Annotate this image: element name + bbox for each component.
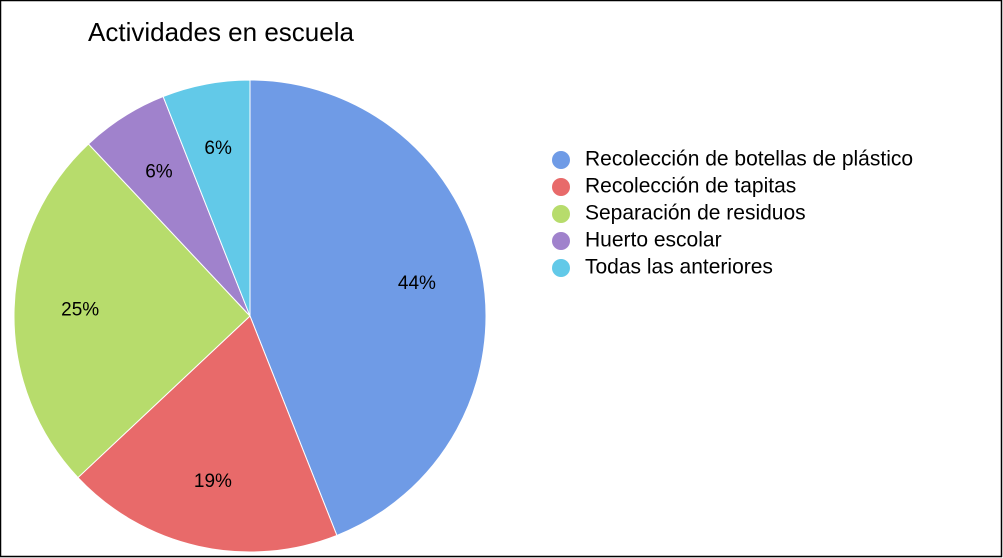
legend-label: Todas las anteriores [585, 256, 773, 279]
legend-marker [552, 151, 570, 169]
data-label: 6% [145, 162, 173, 183]
data-label: 6% [204, 138, 232, 159]
legend-marker [552, 259, 570, 277]
chart-title: Actividades en escuela [88, 17, 354, 47]
legend-marker [552, 232, 570, 250]
legend-label: Huerto escolar [585, 229, 722, 252]
legend-marker [552, 205, 570, 223]
legend-marker [552, 178, 570, 196]
legend-label: Separación de residuos [585, 202, 806, 225]
pie-slice [13, 143, 251, 479]
pie-slice [77, 315, 338, 553]
data-label: 25% [61, 300, 99, 321]
legend-label: Recolección de tapitas [585, 175, 796, 198]
data-label: 44% [398, 273, 436, 294]
pie-slice [249, 79, 487, 537]
data-label: 19% [194, 471, 232, 492]
pie-slice [162, 79, 251, 317]
legend-label: Recolección de botellas de plástico [585, 148, 913, 171]
